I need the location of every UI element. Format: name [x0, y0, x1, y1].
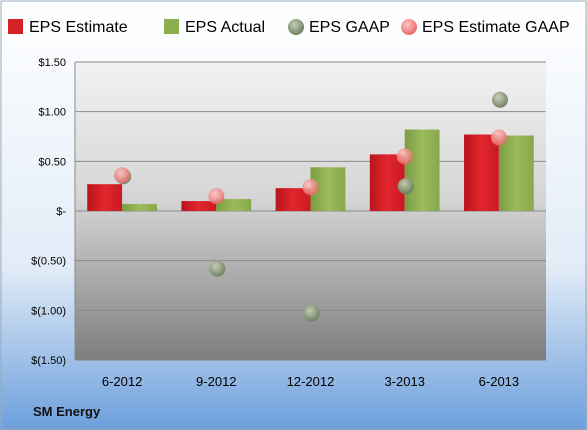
y-axis-ticks: $1.50 $1.00 $0.50 $- $(0.50) $(1.00) $(1.50) [31, 57, 66, 367]
legend-label-eps-estimate: EPS Estimate [29, 19, 128, 36]
x-tick-label: 3-2013 [384, 374, 424, 389]
bar-eps-estimate [87, 184, 123, 211]
bar-eps-estimate [464, 134, 499, 211]
point-eps-gaap [209, 260, 226, 277]
x-tick-label: 9-2012 [196, 374, 236, 389]
legend-swatch-eps-estimate [8, 19, 23, 34]
bar-eps-actual [404, 129, 440, 211]
legend-label-eps-estimate-gaap: EPS Estimate GAAP [422, 19, 570, 36]
company-name: SM Energy [33, 404, 101, 419]
bar-eps-actual [498, 135, 534, 211]
legend-label-eps-actual: EPS Actual [185, 19, 265, 36]
y-tick-label: $- [56, 206, 66, 218]
y-tick-label: $1.00 [38, 107, 66, 119]
legend-label-eps-gaap: EPS GAAP [309, 19, 390, 36]
point-eps-gaap [303, 305, 320, 322]
point-eps-estimate-gaap [302, 179, 319, 196]
legend: EPS Estimate EPS Actual EPS GAAP EPS Est… [8, 19, 570, 36]
point-eps-estimate-gaap [114, 167, 131, 184]
y-tick-label: $0.50 [38, 156, 66, 168]
point-eps-estimate-gaap [396, 148, 413, 165]
y-tick-label: $(0.50) [31, 256, 66, 268]
bar-eps-actual [122, 204, 157, 211]
x-axis-ticks: 6-2012 9-2012 12-2012 3-2013 6-2013 [102, 374, 519, 389]
point-eps-gaap [491, 91, 508, 108]
legend-swatch-eps-estimate-gaap [401, 19, 417, 35]
point-eps-estimate-gaap [208, 188, 225, 205]
x-tick-label: 12-2012 [287, 374, 335, 389]
x-tick-label: 6-2013 [479, 374, 519, 389]
point-eps-estimate-gaap [490, 129, 507, 146]
bar-eps-estimate [275, 188, 311, 211]
y-tick-label: $(1.00) [31, 305, 66, 317]
x-tick-label: 6-2012 [102, 374, 142, 389]
bar-eps-estimate [181, 201, 217, 211]
legend-swatch-eps-gaap [288, 19, 304, 35]
legend-swatch-eps-actual [164, 19, 179, 34]
bar-eps-actual [216, 199, 252, 211]
y-tick-label: $1.50 [38, 57, 66, 69]
point-eps-gaap [397, 178, 414, 195]
y-tick-label: $(1.50) [31, 355, 66, 367]
scatter-points [114, 91, 508, 322]
